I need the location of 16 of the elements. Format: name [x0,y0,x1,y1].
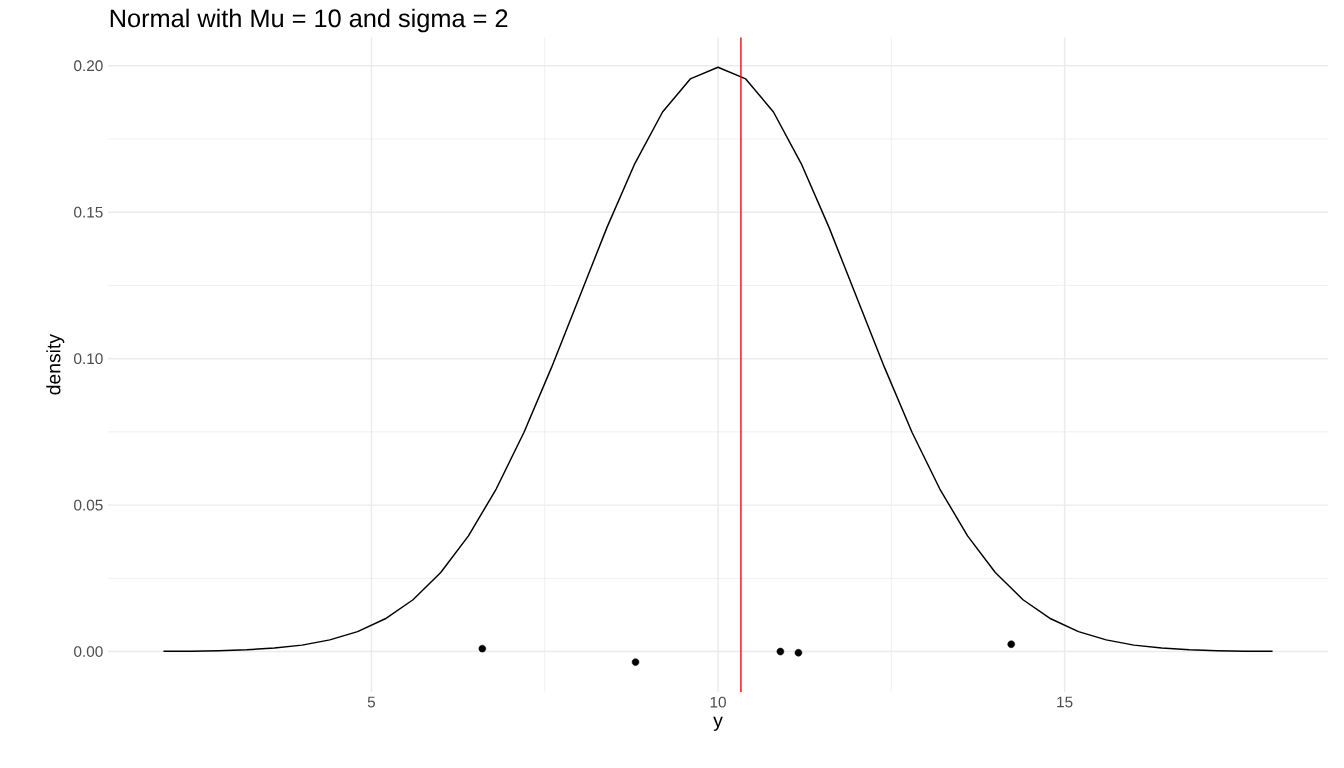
y-tick-label: 0.15 [74,206,103,218]
x-tick-label: 5 [367,696,376,708]
y-tick-label: 0.20 [74,60,103,72]
y-tick-label: 0.00 [74,646,103,657]
chart-title: Normal with Mu = 10 and sigma = 2 [110,8,508,33]
point [1007,640,1015,648]
y-tick-label: 0.10 [74,353,103,365]
x-axis-title: y [713,716,723,731]
y-tick-label: 0.05 [74,499,103,511]
x-tick-label: 10 [710,696,726,708]
point [794,649,803,657]
y-axis-title: density [46,334,65,395]
point [776,647,785,656]
point [478,644,487,653]
x-tick-label: 15 [1057,696,1073,708]
point [631,658,640,666]
